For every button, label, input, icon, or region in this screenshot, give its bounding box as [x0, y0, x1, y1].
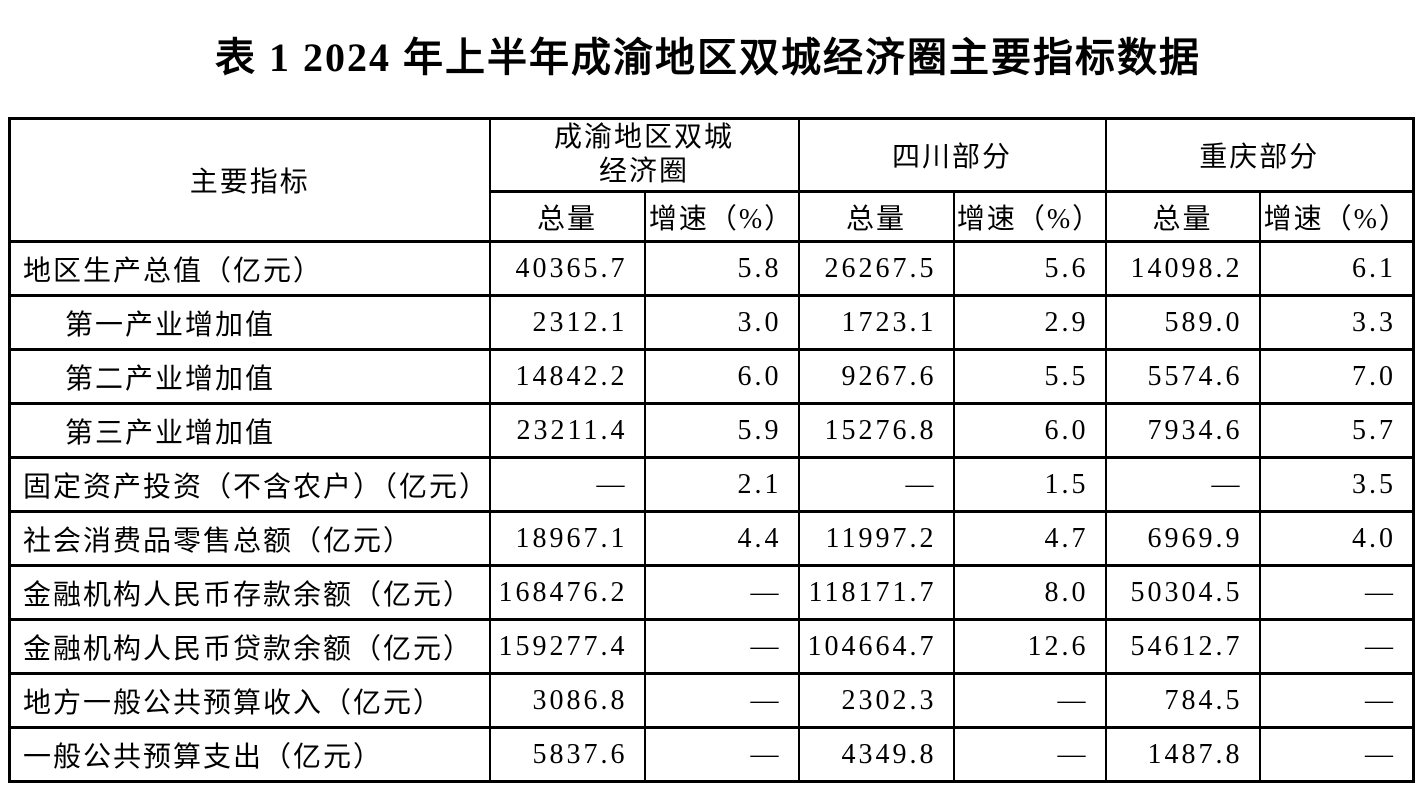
row-label: 固定资产投资（不含农户）（亿元）	[8, 456, 491, 513]
value-cell: 3.0	[643, 294, 800, 351]
value-cell: —	[1104, 456, 1261, 513]
value-cell: 104664.7	[797, 618, 955, 675]
value-cell: 54612.7	[1104, 618, 1261, 675]
value-cell: —	[1258, 672, 1415, 729]
header-group-chengyu-line2: 经济圈	[599, 156, 690, 187]
value-cell: —	[488, 456, 646, 513]
value-cell: 4349.8	[797, 726, 955, 783]
value-cell: 784.5	[1104, 672, 1261, 729]
value-cell: 3086.8	[488, 672, 646, 729]
row-label: 第一产业增加值	[8, 294, 491, 351]
value-cell: 14098.2	[1104, 240, 1261, 297]
value-cell: 6.1	[1258, 240, 1415, 297]
table-row: 地方一般公共预算收入（亿元） 3086.8 — 2302.3 — 784.5 —	[8, 672, 1415, 729]
table-row: 金融机构人民币贷款余额（亿元） 159277.4 — 104664.7 12.6…	[8, 618, 1415, 675]
value-cell: 14842.2	[488, 348, 646, 405]
value-cell: 15276.8	[797, 402, 955, 459]
value-cell: —	[1258, 618, 1415, 675]
value-cell: —	[643, 618, 800, 675]
value-cell: 159277.4	[488, 618, 646, 675]
value-cell: 5837.6	[488, 726, 646, 783]
indicators-table: 主要指标 成渝地区双城 经济圈 四川部分 重庆部分 总量 增速（%） 总量 增速…	[8, 117, 1416, 783]
value-cell: 589.0	[1104, 294, 1261, 351]
value-cell: —	[643, 564, 800, 621]
header-group-row: 主要指标 成渝地区双城 经济圈 四川部分 重庆部分	[8, 117, 1415, 243]
value-cell: 50304.5	[1104, 564, 1261, 621]
row-label: 社会消费品零售总额（亿元）	[8, 510, 491, 567]
value-cell: 2.1	[643, 456, 800, 513]
value-cell: 4.0	[1258, 510, 1415, 567]
value-cell: 1723.1	[797, 294, 955, 351]
row-label: 地区生产总值（亿元）	[8, 240, 491, 297]
header-group-sichuan: 四川部分	[797, 117, 1107, 193]
value-cell: 5574.6	[1104, 348, 1261, 405]
value-cell: —	[952, 726, 1107, 783]
table-row: 第二产业增加值 14842.2 6.0 9267.6 5.5 5574.6 7.…	[8, 348, 1415, 405]
header-growth-sichuan: 增速（%）	[952, 190, 1107, 243]
table-row: 地区生产总值（亿元） 40365.7 5.8 26267.5 5.6 14098…	[8, 240, 1415, 297]
value-cell: —	[643, 726, 800, 783]
table-row: 金融机构人民币存款余额（亿元） 168476.2 — 118171.7 8.0 …	[8, 564, 1415, 621]
value-cell: 4.4	[643, 510, 800, 567]
value-cell: 6.0	[952, 402, 1107, 459]
header-sub-row: 总量 增速（%） 总量 增速（%） 总量 增速（%）	[10, 190, 1415, 243]
value-cell: 5.7	[1258, 402, 1415, 459]
value-cell: 5.8	[643, 240, 800, 297]
header-total-sichuan: 总量	[797, 190, 955, 243]
value-cell: 1487.8	[1104, 726, 1261, 783]
table-row: 第三产业增加值 23211.4 5.9 15276.8 6.0 7934.6 5…	[8, 402, 1415, 459]
header-group-chengyu-region: 成渝地区双城 经济圈	[488, 117, 800, 193]
value-cell: 12.6	[952, 618, 1107, 675]
value-cell: —	[1258, 564, 1415, 621]
header-main-indicators: 主要指标	[8, 117, 491, 243]
value-cell: 3.3	[1258, 294, 1415, 351]
value-cell: 4.7	[952, 510, 1107, 567]
value-cell: 6.0	[643, 348, 800, 405]
table-row: 固定资产投资（不含农户）（亿元） — 2.1 — 1.5 — 3.5	[8, 456, 1415, 513]
row-label: 一般公共预算支出（亿元）	[8, 726, 491, 783]
value-cell: 8.0	[952, 564, 1107, 621]
value-cell: 2.9	[952, 294, 1107, 351]
header-group-chengyu-line1: 成渝地区双城	[554, 122, 735, 153]
value-cell: —	[952, 672, 1107, 729]
value-cell: —	[643, 672, 800, 729]
header-total-chongqing: 总量	[1104, 190, 1261, 243]
value-cell: 2302.3	[797, 672, 955, 729]
value-cell: 11997.2	[797, 510, 955, 567]
value-cell: 7.0	[1258, 348, 1415, 405]
row-label: 金融机构人民币存款余额（亿元）	[8, 564, 491, 621]
value-cell: 1.5	[952, 456, 1107, 513]
value-cell: 5.6	[952, 240, 1107, 297]
value-cell: 2312.1	[488, 294, 646, 351]
value-cell: 9267.6	[797, 348, 955, 405]
row-label: 地方一般公共预算收入（亿元）	[8, 672, 491, 729]
value-cell: 118171.7	[797, 564, 955, 621]
value-cell: 40365.7	[488, 240, 646, 297]
value-cell: —	[797, 456, 955, 513]
page: 表 1 2024 年上半年成渝地区双城经济圈主要指标数据 主要指标 成渝地区双城…	[0, 34, 1416, 786]
row-label: 第二产业增加值	[8, 348, 491, 405]
row-label: 金融机构人民币贷款余额（亿元）	[8, 618, 491, 675]
value-cell: 7934.6	[1104, 402, 1261, 459]
header-group-chongqing: 重庆部分	[1104, 117, 1415, 193]
value-cell: 26267.5	[797, 240, 955, 297]
value-cell: 23211.4	[488, 402, 646, 459]
header-total-chengyu: 总量	[488, 190, 646, 243]
table-row: 社会消费品零售总额（亿元） 18967.1 4.4 11997.2 4.7 69…	[8, 510, 1415, 567]
header-growth-chengyu: 增速（%）	[643, 190, 800, 243]
table-title: 表 1 2024 年上半年成渝地区双城经济圈主要指标数据	[215, 35, 1201, 80]
value-cell: 3.5	[1258, 456, 1415, 513]
value-cell: 6969.9	[1104, 510, 1261, 567]
value-cell: 18967.1	[488, 510, 646, 567]
value-cell: —	[1258, 726, 1415, 783]
row-label: 第三产业增加值	[8, 402, 491, 459]
header-growth-chongqing: 增速（%）	[1258, 190, 1415, 243]
table-row: 一般公共预算支出（亿元） 5837.6 — 4349.8 — 1487.8 —	[8, 726, 1415, 783]
value-cell: 168476.2	[488, 564, 646, 621]
value-cell: 5.5	[952, 348, 1107, 405]
table-row: 第一产业增加值 2312.1 3.0 1723.1 2.9 589.0 3.3	[8, 294, 1415, 351]
value-cell: 5.9	[643, 402, 800, 459]
